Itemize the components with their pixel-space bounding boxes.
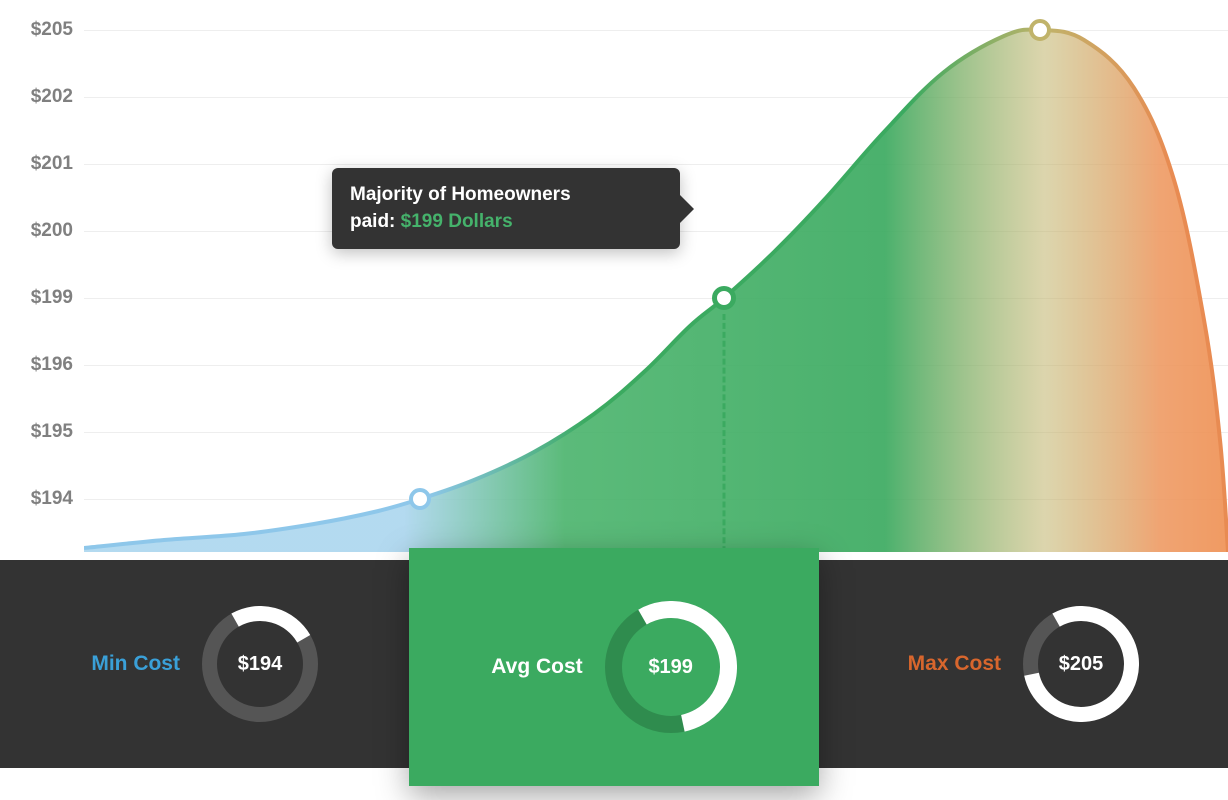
y-axis-label: $196 [31, 354, 73, 376]
min-marker [409, 488, 431, 510]
tooltip-arrow-icon [680, 195, 694, 223]
avg-marker [712, 286, 736, 310]
tooltip-line2: paid: $199 Dollars [350, 209, 662, 236]
y-axis-label: $200 [31, 220, 73, 242]
min-cost-value: $194 [202, 606, 318, 722]
y-axis-label: $194 [31, 488, 73, 510]
avg-dashed-line [723, 314, 726, 570]
cost-cards: Min Cost $194 Avg Cost $199 Max Cost $20… [0, 560, 1228, 768]
y-axis-label: $202 [31, 86, 73, 108]
avg-cost-card: Avg Cost $199 [409, 548, 818, 786]
max-donut: $205 [1023, 606, 1139, 722]
min-cost-label: Min Cost [91, 652, 180, 676]
chart-area: $205 $202 $201 $200 $199 $196 $195 $194 [0, 0, 1228, 560]
tooltip-line2-prefix: paid: [350, 211, 401, 232]
max-cost-value: $205 [1023, 606, 1139, 722]
y-axis-label: $205 [31, 19, 73, 41]
tooltip: Majority of Homeowners paid: $199 Dollar… [332, 168, 680, 249]
min-donut: $194 [202, 606, 318, 722]
curve-svg [84, 0, 1228, 552]
peak-marker [1029, 19, 1051, 41]
y-axis-label: $201 [31, 153, 73, 175]
avg-cost-value: $199 [605, 601, 737, 733]
max-cost-label: Max Cost [908, 652, 1001, 676]
avg-cost-label: Avg Cost [491, 655, 582, 679]
y-axis-label: $199 [31, 287, 73, 309]
min-cost-card: Min Cost $194 [0, 560, 409, 768]
tooltip-value: $199 Dollars [401, 211, 513, 232]
avg-donut: $199 [605, 601, 737, 733]
max-cost-card: Max Cost $205 [819, 560, 1228, 768]
tooltip-line1: Majority of Homeowners [350, 182, 662, 209]
cost-chart-container: $205 $202 $201 $200 $199 $196 $195 $194 [0, 0, 1228, 800]
y-axis-label: $195 [31, 421, 73, 443]
